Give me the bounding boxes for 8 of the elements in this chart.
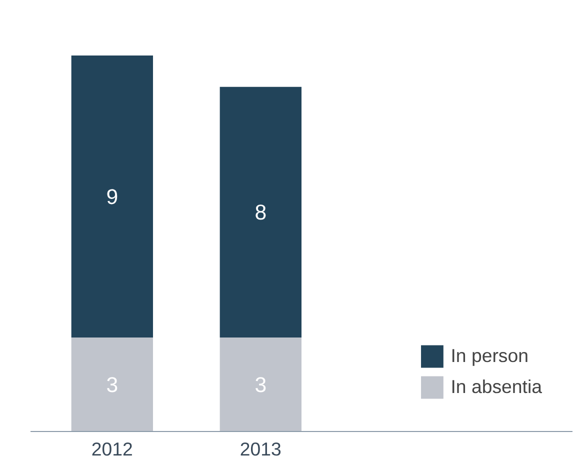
data-label: 3 [254, 373, 267, 398]
data-label: 9 [106, 185, 118, 210]
data-label: 3 [106, 373, 118, 398]
x-tick-label: 2012 [91, 438, 133, 458]
legend-label: In person [450, 345, 529, 367]
data-label: 8 [254, 200, 267, 225]
x-tick-label: 2013 [240, 438, 282, 458]
legend-label: In absentia [450, 376, 542, 398]
